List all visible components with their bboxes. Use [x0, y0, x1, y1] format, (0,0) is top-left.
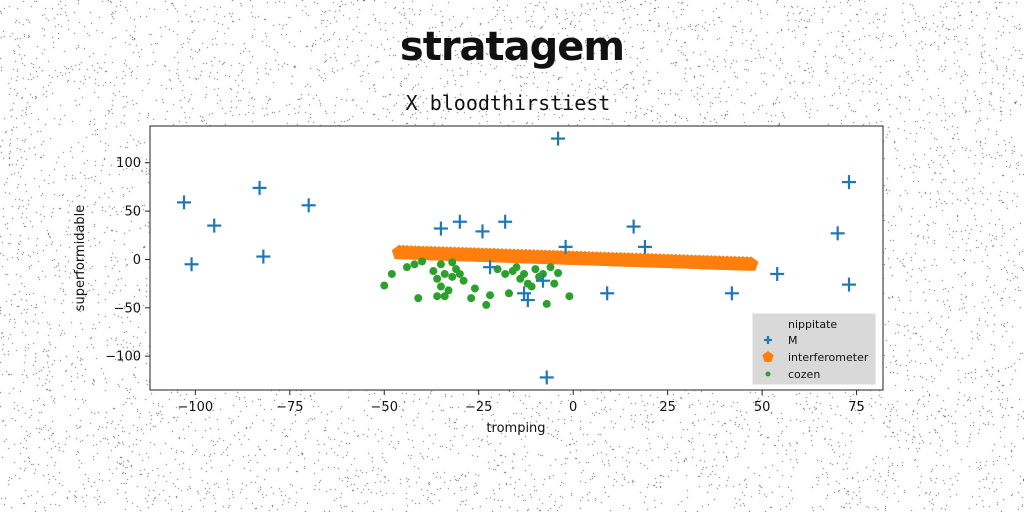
x-tick-label: −75	[276, 400, 303, 415]
m-point	[483, 260, 498, 275]
cozen-point	[436, 260, 445, 269]
cozen-point	[565, 292, 574, 301]
m-point	[626, 219, 641, 234]
m-point	[841, 175, 856, 190]
x-tick-label: 50	[754, 400, 771, 415]
y-tick-label: 50	[124, 205, 141, 220]
x-tick-label: −25	[465, 400, 492, 415]
m-point	[558, 239, 573, 254]
legend-title: nippitate	[788, 318, 837, 331]
m-point	[207, 218, 222, 233]
cozen-point	[436, 282, 445, 291]
m-point	[770, 266, 785, 281]
cozen-point	[520, 269, 529, 278]
data-series	[177, 131, 856, 385]
legend-marker-interferometer	[762, 351, 774, 362]
cozen-point	[467, 294, 476, 303]
cozen-point	[531, 265, 540, 274]
legend-box	[752, 313, 876, 385]
m-point	[475, 224, 490, 239]
cozen-point	[459, 276, 468, 285]
cozen-point	[554, 268, 563, 277]
chart-subtitle: X bloodthirstiest	[406, 91, 611, 115]
m-point	[177, 195, 192, 210]
cozen-point	[448, 258, 457, 267]
y-tick-label: −100	[105, 350, 141, 365]
cozen-point	[546, 263, 555, 272]
m-point	[184, 257, 199, 272]
y-tick-label: −50	[114, 301, 141, 316]
legend-label: cozen	[788, 368, 820, 381]
x-tick-label: −100	[177, 400, 213, 415]
x-tick-label: 0	[569, 400, 577, 415]
m-point	[830, 226, 845, 241]
m-point	[301, 198, 316, 213]
chart-main-title: stratagem	[399, 24, 625, 70]
cozen-point	[482, 300, 491, 309]
cozen-point	[542, 299, 551, 308]
cozen-point	[470, 284, 479, 293]
cozen-point	[455, 269, 464, 278]
cozen-point	[527, 282, 536, 291]
interferometer-point	[743, 256, 759, 271]
x-tick-label: −50	[371, 400, 398, 415]
y-axis-label: superformidable	[73, 205, 88, 312]
m-point	[252, 180, 267, 195]
cozen-point	[433, 292, 442, 301]
x-tick-label: 75	[848, 400, 865, 415]
m-point	[551, 131, 566, 146]
cozen-point	[429, 267, 438, 276]
x-axis-label: tromping	[486, 421, 545, 436]
m-point	[724, 286, 739, 301]
cozen-point	[504, 289, 513, 298]
cozen-point	[414, 294, 423, 303]
y-tick-label: 0	[133, 253, 141, 268]
m-point	[841, 277, 856, 292]
y-tick-label: 100	[116, 156, 141, 171]
legend-marker-m	[764, 336, 772, 344]
m-point	[520, 293, 535, 308]
cozen-point	[433, 274, 442, 283]
cozen-point	[387, 269, 396, 278]
m-point	[452, 214, 467, 229]
cozen-point	[444, 286, 453, 295]
m-point	[256, 249, 271, 264]
m-point	[498, 214, 513, 229]
legend-label: M	[788, 334, 798, 347]
cozen-point	[418, 257, 427, 266]
m-point	[637, 239, 652, 254]
cozen-point	[402, 263, 411, 272]
x-tick-label: 25	[659, 400, 676, 415]
x-axis: −100 −75 −50 −25 0 25 50 75	[177, 390, 865, 415]
y-axis: 100 50 0 −50 −100	[105, 156, 150, 365]
m-point	[535, 273, 550, 288]
m-point	[539, 370, 554, 385]
legend-label: interferometer	[788, 351, 869, 364]
legend-marker-cozen	[765, 371, 771, 377]
cozen-point	[550, 279, 559, 288]
cozen-point	[380, 281, 389, 290]
cozen-point	[486, 291, 495, 300]
m-point	[600, 286, 615, 301]
m-point	[433, 221, 448, 236]
cozen-point	[512, 263, 521, 272]
cozen-point	[440, 292, 449, 301]
cozen-point	[440, 269, 449, 278]
cozen-point	[501, 269, 510, 278]
cozen-point	[448, 272, 457, 281]
cozen-point	[410, 260, 419, 269]
